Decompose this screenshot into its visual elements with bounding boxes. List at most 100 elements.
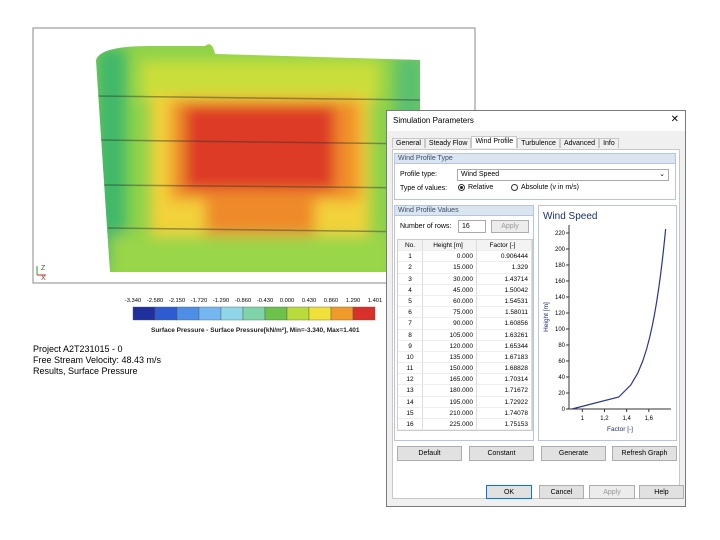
table-cell: 1.65344 xyxy=(477,340,532,352)
tab[interactable]: Wind Profile xyxy=(471,136,518,148)
legend-swatch xyxy=(198,306,222,321)
x-tick-label: 1 xyxy=(581,416,585,422)
y-tick-label: 220 xyxy=(555,231,566,237)
table-cell: 14 xyxy=(398,396,423,408)
y-tick-label: 100 xyxy=(555,327,566,333)
axis-line xyxy=(568,225,671,410)
table-cell: 105.000 xyxy=(423,329,477,341)
legend-label: -3.340 xyxy=(125,298,141,304)
dialog-button[interactable]: Cancel xyxy=(539,485,584,499)
table-cell: 135.000 xyxy=(423,351,477,364)
legend-caption: Surface Pressure - Surface Pressure[kN/m… xyxy=(151,327,360,334)
legend-label: -1.290 xyxy=(213,298,229,304)
tab[interactable]: Steady Flow xyxy=(424,138,472,148)
color-legend: -3.340 -2.580 -2.150 -1.720 -1.290 -0.860 -0.4… xyxy=(125,298,383,321)
legend-swatch xyxy=(352,306,376,321)
table-row: 10 135.000 1.67183 xyxy=(398,351,532,364)
action-button[interactable]: Constant xyxy=(469,446,534,461)
table-cell: 1.329 xyxy=(477,262,532,274)
action-button[interactable]: Default xyxy=(397,446,462,461)
x-axis-label: Factor [-] xyxy=(607,426,633,433)
table-cell: 9 xyxy=(398,340,423,352)
y-tick-label: 80 xyxy=(558,343,565,349)
table-cell: 1.72922 xyxy=(477,396,532,408)
info-line: Results, Surface Pressure xyxy=(33,366,138,376)
action-button[interactable]: Generate xyxy=(541,446,606,461)
legend-swatch xyxy=(286,306,310,321)
radio-button[interactable] xyxy=(458,184,465,191)
y-tick-label: 0 xyxy=(562,407,566,413)
table-cell: 210.000 xyxy=(423,407,477,419)
table-cell: 165.000 xyxy=(423,374,477,386)
table-cell: 13 xyxy=(398,385,423,397)
dialog-button[interactable]: Help xyxy=(639,485,684,499)
table-cell: 150.000 xyxy=(423,363,477,375)
field-label: Number of rows: xyxy=(400,223,452,230)
apply-rows-button: Apply xyxy=(491,220,529,233)
table-cell: 6 xyxy=(398,307,423,319)
table-cell: 195.000 xyxy=(423,396,477,408)
tab[interactable]: General xyxy=(392,138,425,148)
tab[interactable]: Advanced xyxy=(559,138,600,148)
table-cell: 10 xyxy=(398,351,423,364)
rows-input[interactable]: 16 xyxy=(458,220,486,233)
table-cell: 30.000 xyxy=(423,273,477,285)
table-cell: 180.000 xyxy=(423,385,477,397)
table-row: 9 120.000 1.65344 xyxy=(398,340,532,352)
y-tick-label: 200 xyxy=(555,247,566,253)
legend-label: -0.430 xyxy=(257,298,273,304)
table-row: 1 0.000 0.906444 xyxy=(398,251,532,263)
action-button[interactable]: Refresh Graph xyxy=(612,446,677,461)
y-tick-label: 60 xyxy=(558,359,565,365)
table-cell: 1.58011 xyxy=(477,307,532,319)
y-axis-label: Height [m] xyxy=(543,302,550,332)
y-tick-label: 20 xyxy=(558,391,565,397)
x-tick-label: 1,6 xyxy=(645,416,654,422)
tab[interactable]: Turbulence xyxy=(517,138,560,148)
radio-label: Absolute (v in m/s) xyxy=(521,184,579,191)
x-tick-label: 1,4 xyxy=(622,416,631,422)
table-cell: 3 xyxy=(398,273,423,285)
table-row: 13 180.000 1.71672 xyxy=(398,385,532,397)
legend-label: 1.401 xyxy=(368,298,383,304)
radio-button[interactable] xyxy=(511,184,518,191)
table-cell: 1.70314 xyxy=(477,374,532,386)
table-cell: 1.67183 xyxy=(477,351,532,364)
close-button[interactable]: ✕ xyxy=(670,114,679,125)
dialog-title: Simulation Parameters xyxy=(387,111,685,131)
legend-label: -2.580 xyxy=(147,298,163,304)
table-cell: 120.000 xyxy=(423,340,477,352)
axis-label: Z xyxy=(41,265,46,272)
table-cell: 4 xyxy=(398,284,423,296)
radio-label: Relative xyxy=(468,184,494,191)
tab[interactable]: Info xyxy=(599,138,619,148)
table-cell: 16 xyxy=(398,419,423,431)
y-tick-label: 120 xyxy=(555,311,566,317)
y-tick-label: 140 xyxy=(555,295,566,301)
table-header: No. Height [m] Factor [-] xyxy=(398,240,532,252)
dialog-button[interactable]: OK xyxy=(486,485,532,499)
table-row: 5 60.000 1.54531 xyxy=(398,295,532,308)
table-row: 16 225.000 1.75153 xyxy=(398,419,532,431)
tab-bar: General Steady Flow Wind Profile Turbulence… xyxy=(392,136,619,148)
legend-swatch xyxy=(308,306,332,321)
legend-label: 1.290 xyxy=(346,298,361,304)
axis-label: X xyxy=(41,275,46,282)
building-render xyxy=(96,44,420,273)
table-cell: 1.74078 xyxy=(477,407,532,419)
table-cell: 1.43714 xyxy=(477,273,532,285)
legend-swatch xyxy=(330,306,354,321)
table-cell: 7 xyxy=(398,318,423,330)
legend-swatch xyxy=(154,306,178,321)
table-row: 4 45.000 1.50042 xyxy=(398,284,532,296)
table-cell: 1.54531 xyxy=(477,295,532,308)
radio-option[interactable]: Relative xyxy=(458,184,493,191)
table-cell: 1.60856 xyxy=(477,318,532,330)
profile-type-select[interactable]: Wind Speed ⌄ xyxy=(457,169,669,181)
radio-option[interactable]: Absolute (v in m/s) xyxy=(511,184,579,191)
table-cell: 0.000 xyxy=(423,251,477,263)
info-line: Project A2T231015 - 0 xyxy=(33,344,123,354)
legend-label: -0.860 xyxy=(235,298,251,304)
legend-swatch xyxy=(176,306,200,321)
